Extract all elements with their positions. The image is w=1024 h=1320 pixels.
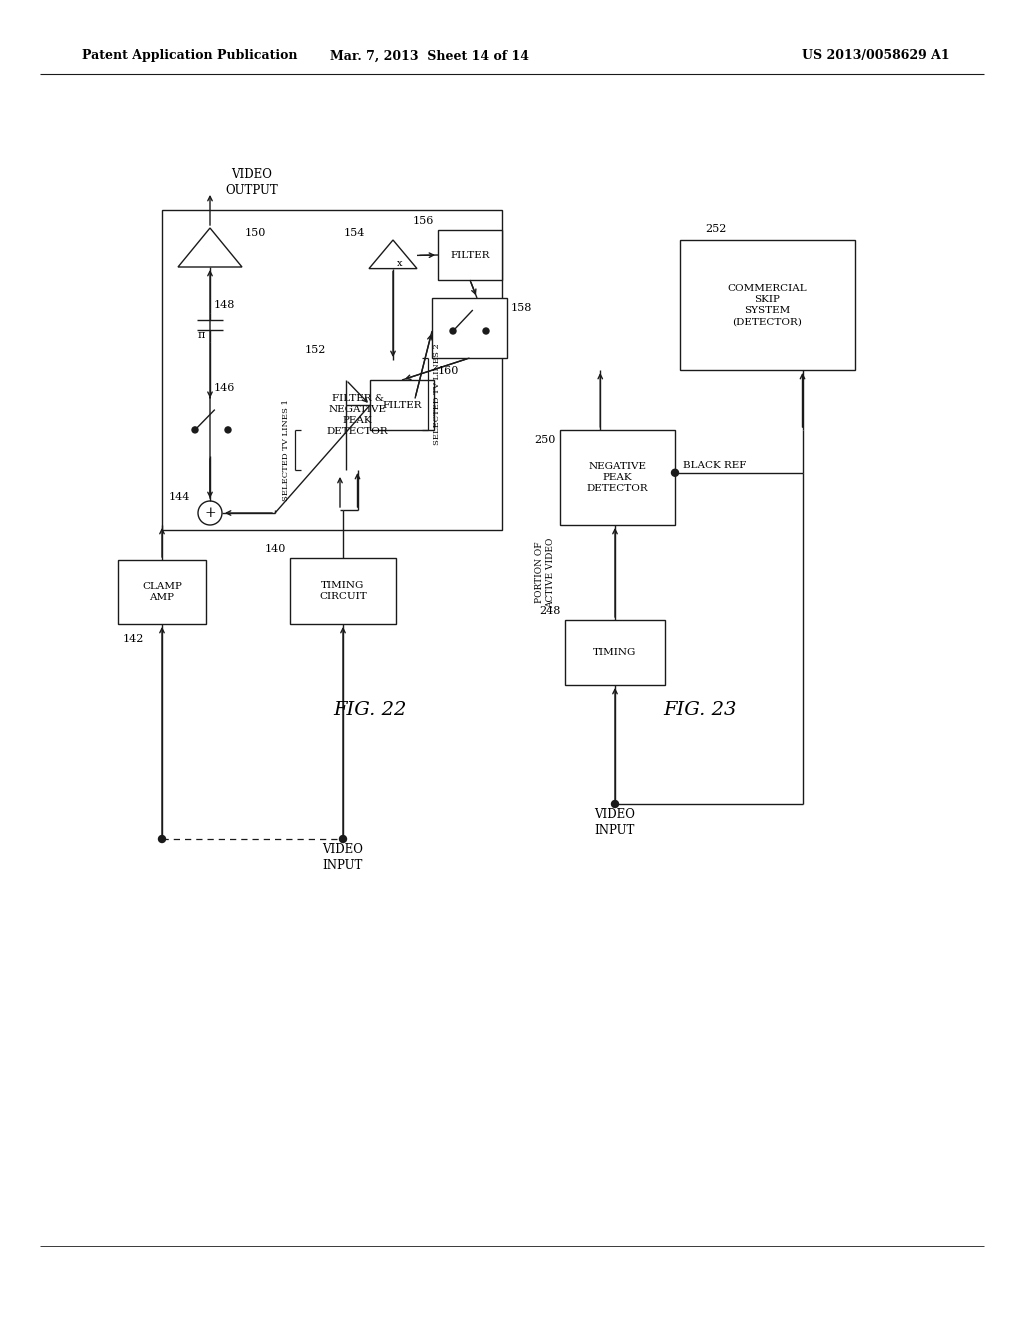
Text: VIDEO
INPUT: VIDEO INPUT <box>323 843 364 873</box>
Text: 156: 156 <box>413 216 434 226</box>
Text: π: π <box>198 330 205 341</box>
Text: BLACK REF: BLACK REF <box>683 461 746 470</box>
Text: 160: 160 <box>438 366 460 376</box>
Bar <box>438 230 502 280</box>
Text: Patent Application Publication: Patent Application Publication <box>82 49 298 62</box>
Bar <box>162 210 502 531</box>
Bar <box>560 430 675 525</box>
Text: SELECTED TV LINES 2: SELECTED TV LINES 2 <box>433 343 441 445</box>
Bar <box>174 399 249 455</box>
Text: TIMING
CIRCUIT: TIMING CIRCUIT <box>319 581 367 601</box>
Text: 140: 140 <box>264 544 286 554</box>
Text: PORTION OF
ACTIVE VIDEO: PORTION OF ACTIVE VIDEO <box>535 537 555 607</box>
Text: 248: 248 <box>540 606 561 616</box>
Bar <box>432 298 507 358</box>
Text: x: x <box>397 260 402 268</box>
Text: 146: 146 <box>214 383 236 393</box>
Bar <box>565 620 665 685</box>
Text: SELECTED TV LINES 1: SELECTED TV LINES 1 <box>282 399 290 500</box>
Text: 150: 150 <box>245 228 266 238</box>
Text: 250: 250 <box>535 436 556 445</box>
Bar <box>370 380 434 430</box>
Text: 148: 148 <box>214 300 236 310</box>
Bar <box>118 560 206 624</box>
Text: VIDEO
OUTPUT: VIDEO OUTPUT <box>225 169 278 198</box>
Text: TIMING: TIMING <box>593 648 637 657</box>
Text: NEGATIVE
PEAK
DETECTOR: NEGATIVE PEAK DETECTOR <box>587 462 648 494</box>
Circle shape <box>340 836 346 842</box>
Circle shape <box>225 426 231 433</box>
Text: COMMERCIAL
SKIP
SYSTEM
(DETECTOR): COMMERCIAL SKIP SYSTEM (DETECTOR) <box>728 284 807 326</box>
Text: CLAMP
AMP: CLAMP AMP <box>142 582 182 602</box>
Text: Mar. 7, 2013  Sheet 14 of 14: Mar. 7, 2013 Sheet 14 of 14 <box>331 49 529 62</box>
Text: 158: 158 <box>511 304 532 313</box>
Text: FIG. 23: FIG. 23 <box>664 701 736 719</box>
Circle shape <box>611 800 618 808</box>
Bar <box>300 360 415 470</box>
Bar <box>680 240 855 370</box>
Text: FILTER &
NEGATIVE
PEAK
DETECTOR: FILTER & NEGATIVE PEAK DETECTOR <box>327 393 388 436</box>
Circle shape <box>672 469 679 477</box>
Text: 144: 144 <box>169 492 190 502</box>
Text: FILTER: FILTER <box>451 251 489 260</box>
Text: FILTER: FILTER <box>382 400 422 409</box>
Bar <box>290 558 396 624</box>
Text: +: + <box>204 506 216 520</box>
Text: VIDEO
INPUT: VIDEO INPUT <box>595 808 636 837</box>
Circle shape <box>483 327 489 334</box>
Text: FIG. 22: FIG. 22 <box>334 701 407 719</box>
Text: 154: 154 <box>344 228 365 238</box>
Text: 152: 152 <box>305 345 327 355</box>
Text: 252: 252 <box>705 224 726 234</box>
Text: US 2013/0058629 A1: US 2013/0058629 A1 <box>803 49 950 62</box>
Text: 142: 142 <box>123 634 144 644</box>
Circle shape <box>159 836 166 842</box>
Circle shape <box>193 426 198 433</box>
Circle shape <box>450 327 456 334</box>
